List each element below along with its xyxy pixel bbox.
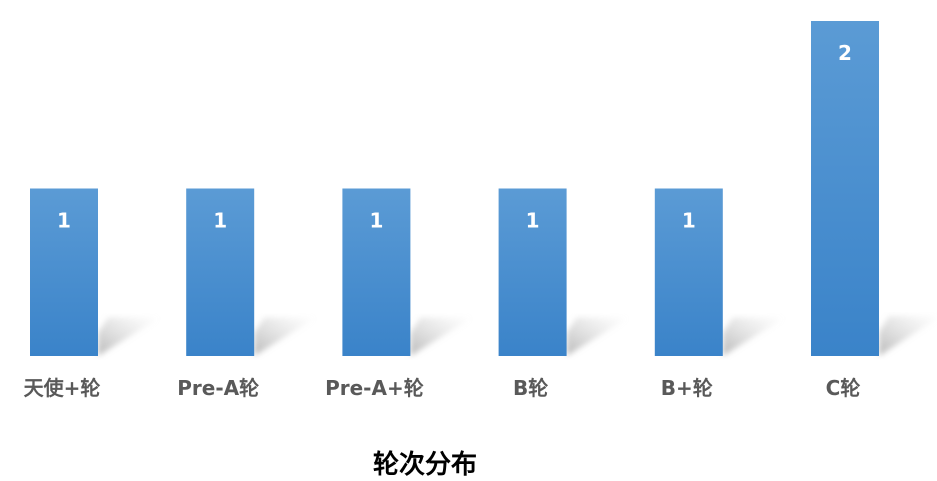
- bar-shadow: [879, 316, 937, 356]
- bar-shadow: [410, 317, 473, 356]
- data-label: 1: [682, 209, 696, 233]
- data-label: 1: [369, 209, 383, 233]
- bar: [654, 188, 723, 356]
- data-label: 1: [57, 209, 71, 233]
- bar: [342, 188, 411, 356]
- category-label: C轮: [826, 376, 861, 400]
- category-label: 天使+轮: [24, 376, 101, 400]
- data-label: 2: [838, 41, 852, 65]
- bar: [498, 188, 567, 356]
- data-label: 1: [526, 209, 540, 233]
- bar: [30, 188, 98, 356]
- category-label: B轮: [513, 376, 548, 400]
- category-label: B+轮: [661, 376, 713, 400]
- bar-shadow: [254, 317, 317, 356]
- bar-shadow: [98, 317, 160, 356]
- x-axis-title: 轮次分布: [372, 450, 477, 480]
- bar-shadow: [722, 317, 785, 356]
- data-label: 1: [213, 209, 227, 233]
- bar: [186, 188, 255, 356]
- category-label: Pre-A轮: [177, 376, 259, 400]
- category-label: Pre-A+轮: [325, 376, 424, 400]
- bar: [811, 21, 879, 356]
- bar-shadow: [566, 317, 629, 356]
